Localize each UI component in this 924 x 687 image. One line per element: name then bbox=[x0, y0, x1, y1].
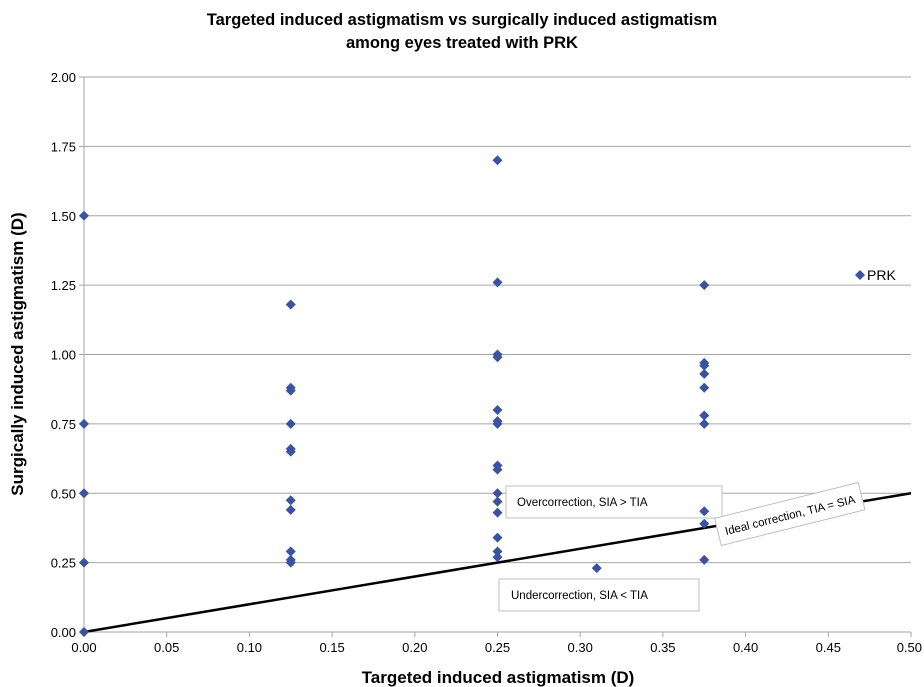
y-tick-label: 0.00 bbox=[51, 625, 76, 640]
data-point bbox=[492, 496, 503, 507]
data-point bbox=[285, 495, 296, 506]
x-tick-label: 0.05 bbox=[154, 640, 179, 655]
x-tick-label: 0.50 bbox=[897, 640, 922, 655]
y-tick-label: 0.50 bbox=[51, 486, 76, 501]
x-tick-label: 0.00 bbox=[71, 640, 96, 655]
data-point bbox=[492, 552, 503, 563]
data-point bbox=[699, 280, 710, 291]
y-tick-label: 1.75 bbox=[51, 139, 76, 154]
y-tick-label: 2.00 bbox=[51, 70, 76, 85]
x-tick-label: 0.10 bbox=[237, 640, 262, 655]
legend-label: PRK bbox=[867, 267, 896, 283]
data-point bbox=[492, 546, 503, 557]
data-point bbox=[492, 416, 503, 427]
data-point bbox=[492, 460, 503, 471]
data-point bbox=[492, 155, 503, 166]
data-point bbox=[492, 488, 503, 499]
data-points bbox=[79, 155, 710, 637]
data-point bbox=[79, 557, 89, 568]
annotation-overcorrection: Overcorrection, SIA > TIA bbox=[505, 485, 723, 519]
y-tick-label: 0.25 bbox=[51, 556, 76, 571]
legend: PRK bbox=[855, 267, 896, 283]
data-point bbox=[285, 443, 296, 454]
data-point bbox=[285, 299, 296, 310]
x-tick-label: 0.40 bbox=[733, 640, 758, 655]
x-tick-label: 0.15 bbox=[319, 640, 344, 655]
data-point bbox=[699, 368, 710, 379]
annotation-overcorrection-text: Overcorrection, SIA > TIA bbox=[517, 497, 648, 509]
y-axis-title: Surgically induced astigmatism (D) bbox=[8, 212, 27, 495]
y-tick-label: 0.75 bbox=[51, 417, 76, 432]
data-point bbox=[591, 563, 602, 574]
data-point bbox=[492, 405, 503, 415]
data-point bbox=[699, 506, 710, 517]
data-point bbox=[492, 277, 503, 288]
data-point bbox=[699, 554, 710, 565]
data-point bbox=[699, 418, 710, 429]
x-tick-label: 0.20 bbox=[402, 640, 427, 655]
legend-marker bbox=[855, 270, 865, 280]
x-tick-labels: 0.00 0.05 0.10 0.15 0.20 0.25 0.30 0.35 0.40 0.45… bbox=[71, 640, 922, 655]
data-point bbox=[285, 418, 296, 429]
data-point bbox=[492, 349, 503, 360]
y-tick-label: 1.00 bbox=[51, 348, 76, 363]
data-point bbox=[699, 410, 710, 421]
data-point bbox=[285, 554, 296, 565]
data-point bbox=[699, 357, 710, 368]
data-point bbox=[285, 546, 296, 557]
data-point bbox=[79, 488, 89, 499]
x-tick-label: 0.30 bbox=[568, 640, 593, 655]
data-point bbox=[699, 518, 710, 529]
chart-title-line-2: among eyes treated with PRK bbox=[346, 34, 578, 52]
data-point bbox=[492, 532, 503, 543]
x-tick-label: 0.35 bbox=[650, 640, 675, 655]
y-tick-labels: 0.00 0.25 0.50 0.75 1.00 1.25 1.50 1.75 2.00 bbox=[51, 70, 76, 640]
data-point bbox=[79, 418, 89, 429]
data-point bbox=[79, 210, 89, 221]
axes bbox=[83, 77, 912, 637]
data-point bbox=[699, 382, 710, 393]
chart-title-line-1: Targeted induced astigmatism vs surgical… bbox=[207, 11, 717, 29]
x-tick-label: 0.25 bbox=[485, 640, 510, 655]
x-tick-label: 0.45 bbox=[816, 640, 841, 655]
y-tick-label: 1.50 bbox=[51, 209, 76, 224]
data-point bbox=[492, 507, 503, 518]
data-point bbox=[285, 504, 296, 515]
data-point bbox=[285, 382, 296, 393]
annotation-undercorrection: Undercorrection, SIA < TIA bbox=[498, 578, 700, 612]
x-axis-title: Targeted induced astigmatism (D) bbox=[362, 668, 635, 687]
annotation-undercorrection-text: Undercorrection, SIA < TIA bbox=[511, 590, 648, 602]
data-point bbox=[79, 627, 89, 637]
annotation-ideal: Ideal correction, TIA = SIA bbox=[713, 481, 866, 547]
y-tick-label: 1.25 bbox=[51, 278, 76, 293]
